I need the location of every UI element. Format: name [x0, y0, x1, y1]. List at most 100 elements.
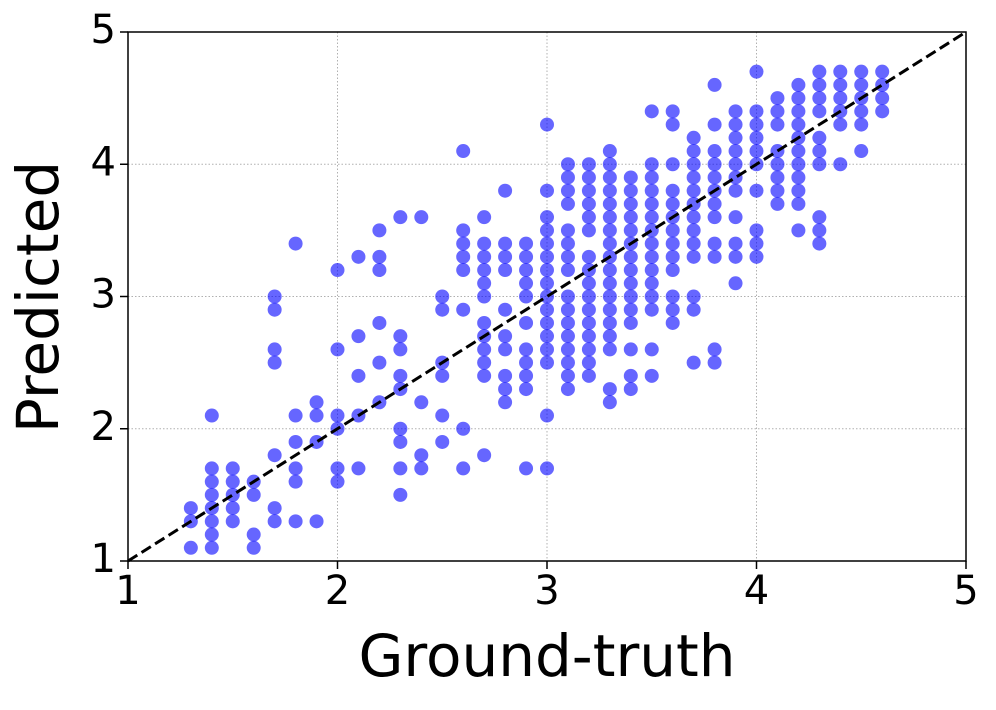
scatter-point	[204, 408, 219, 423]
scatter-point	[540, 355, 554, 370]
scatter-point	[540, 263, 554, 278]
scatter-point	[623, 249, 638, 264]
scatter-point	[540, 223, 554, 238]
scatter-point	[477, 289, 492, 304]
scatter-point	[581, 170, 596, 185]
scatter-point	[288, 434, 303, 449]
scatter-point	[560, 223, 575, 238]
scatter-point	[728, 157, 743, 172]
scatter-point	[686, 157, 701, 172]
scatter-point	[225, 474, 240, 489]
scatter-point	[602, 302, 617, 317]
scatter-point	[686, 289, 701, 304]
scatter-point	[728, 210, 743, 225]
scatter-point	[728, 183, 743, 198]
scatter-point	[372, 223, 387, 238]
scatter-point	[623, 183, 638, 198]
scatter-point	[456, 302, 471, 317]
scatter-point	[770, 104, 785, 119]
scatter-point	[498, 263, 513, 278]
scatter-point	[686, 144, 701, 159]
scatter-point	[456, 421, 471, 436]
scatter-point	[707, 210, 722, 225]
scatter-point	[414, 210, 429, 225]
scatter-point	[581, 249, 596, 264]
scatter-point	[225, 487, 240, 502]
scatter-point	[707, 144, 722, 159]
scatter-point	[749, 64, 764, 79]
scatter-point	[414, 461, 429, 476]
scatter-point	[540, 329, 554, 344]
scatter-point	[791, 223, 806, 238]
scatter-point	[791, 91, 806, 106]
scatter-point	[875, 91, 890, 106]
scatter-point	[644, 196, 659, 211]
scatter-point	[665, 104, 680, 119]
scatter-point	[707, 117, 722, 132]
scatter-point	[833, 77, 848, 92]
scatter-point	[665, 315, 680, 330]
x-tick-label: 2	[325, 568, 350, 614]
scatter-point	[707, 355, 722, 370]
scatter-point	[540, 289, 554, 304]
scatter-point	[435, 434, 450, 449]
scatter-point	[791, 144, 806, 159]
scatter-point	[707, 236, 722, 251]
scatter-point	[246, 527, 261, 542]
scatter-point	[498, 395, 513, 410]
scatter-point	[665, 263, 680, 278]
scatter-point	[602, 342, 617, 357]
scatter-point	[183, 501, 198, 516]
scatter-point	[623, 315, 638, 330]
scatter-point	[602, 329, 617, 344]
scatter-point	[540, 461, 554, 476]
scatter-point	[665, 249, 680, 264]
scatter-point	[393, 461, 408, 476]
scatter-point	[330, 263, 345, 278]
scatter-point	[749, 249, 764, 264]
scatter-point	[686, 249, 701, 264]
scatter-point	[581, 315, 596, 330]
scatter-point	[540, 408, 554, 423]
y-tick-label: 5	[91, 7, 116, 53]
scatter-point	[309, 395, 324, 410]
scatter-point	[644, 289, 659, 304]
scatter-point	[602, 210, 617, 225]
scatter-point	[665, 289, 680, 304]
scatter-point	[351, 249, 366, 264]
x-tick-label: 4	[744, 568, 769, 614]
scatter-point	[560, 342, 575, 357]
scatter-point	[707, 77, 722, 92]
scatter-point	[770, 157, 785, 172]
scatter-point	[707, 157, 722, 172]
scatter-point	[477, 342, 492, 357]
scatter-point	[288, 408, 303, 423]
axes: 1 2 3 4 5 1 2 3 4 5	[91, 7, 979, 614]
x-tick-label: 5	[953, 568, 978, 614]
scatter-point	[665, 117, 680, 132]
scatter-point	[204, 474, 219, 489]
scatter-point	[456, 223, 471, 238]
scatter-point	[330, 408, 345, 423]
scatter-point	[707, 342, 722, 357]
scatter-point	[540, 315, 554, 330]
scatter-point	[602, 236, 617, 251]
scatter-point	[560, 196, 575, 211]
scatter-point	[414, 395, 429, 410]
scatter-point	[728, 130, 743, 145]
scatter-point	[749, 223, 764, 238]
x-axis-label: Ground-truth	[358, 622, 735, 690]
scatter-point	[770, 91, 785, 106]
scatter-point	[833, 117, 848, 132]
scatter-point	[351, 461, 366, 476]
scatter-point	[560, 170, 575, 185]
scatter-point	[540, 276, 554, 291]
scatter-point	[602, 289, 617, 304]
scatter-point	[623, 263, 638, 278]
scatter-point	[686, 130, 701, 145]
scatter-point	[560, 289, 575, 304]
scatter-point	[309, 434, 324, 449]
scatter-point	[665, 183, 680, 198]
scatter-point	[854, 117, 869, 132]
scatter-point	[267, 501, 282, 516]
